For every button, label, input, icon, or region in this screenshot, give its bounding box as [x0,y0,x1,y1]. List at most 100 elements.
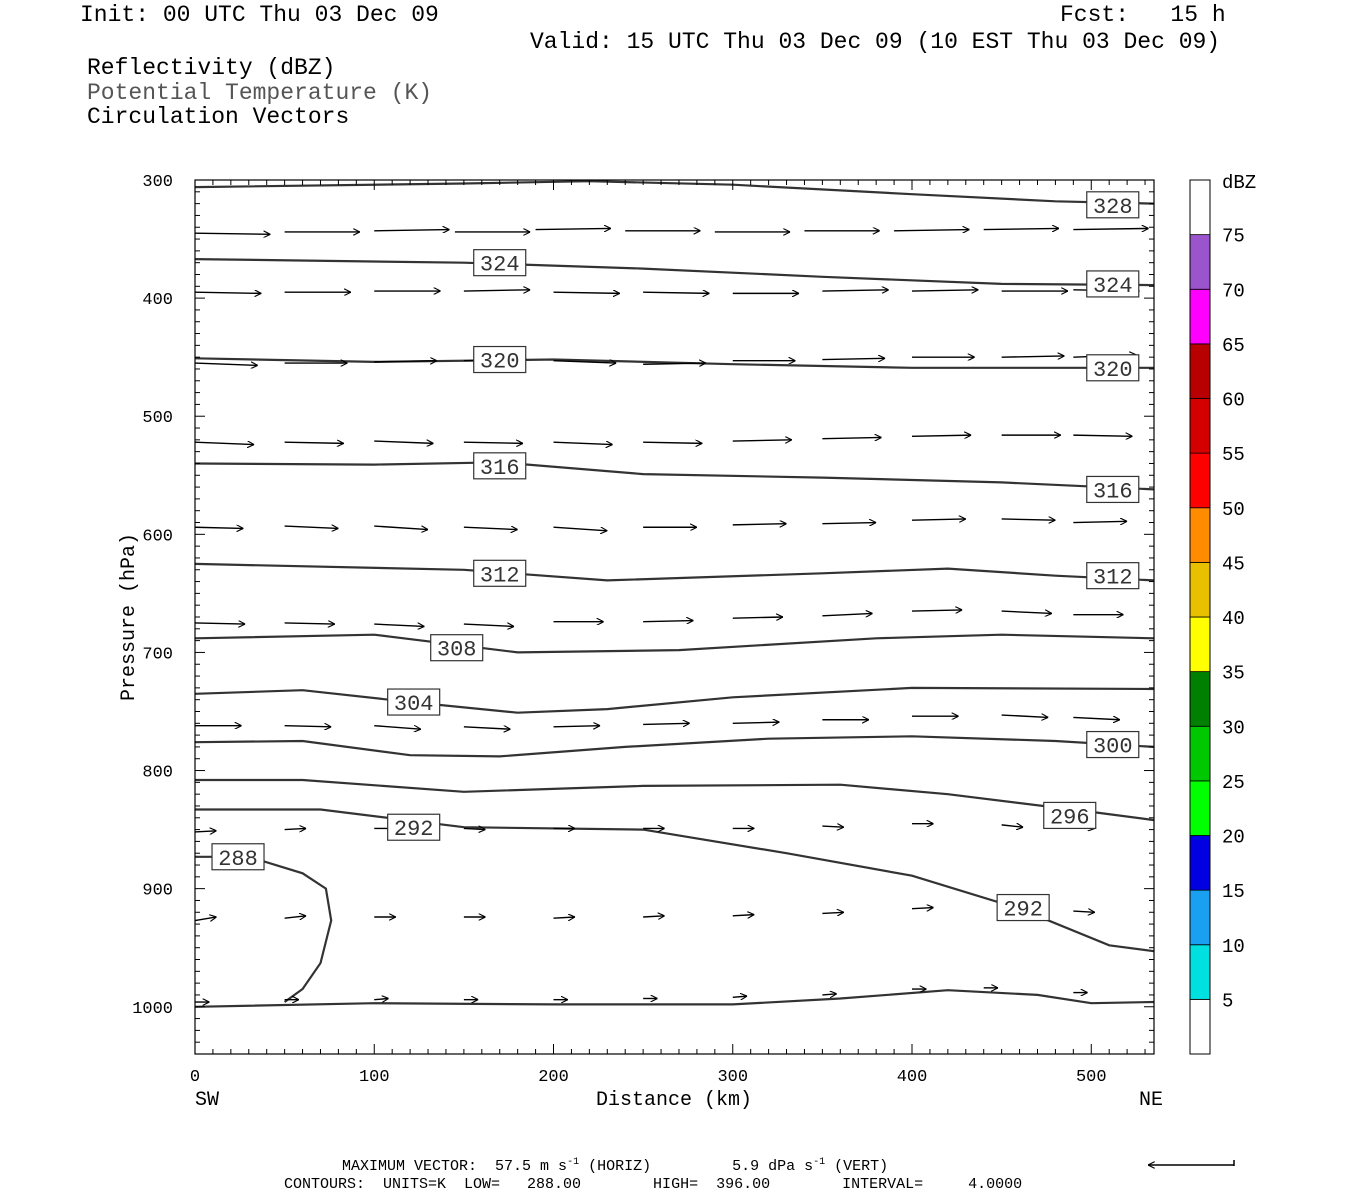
max-vector-label: MAXIMUM VECTOR: [342,1158,478,1175]
isentrope-300 [194,735,1155,758]
circulation-vector [535,228,611,229]
circulation-vector [822,613,872,615]
colorbar-label: 20 [1222,827,1245,849]
max-horiz-value: 57.5 m s [495,1158,568,1175]
valid-time: Valid: 15 UTC Thu 03 Dec 09 (10 EST Thu … [530,29,1221,55]
isentrope-label-box [1086,475,1140,504]
circulation-vector [911,610,962,611]
isentrope-label-box [1086,730,1140,759]
circulation-vector [194,442,254,444]
colorbar-swatch [1189,452,1211,509]
circulation-vector [822,290,888,291]
y-tick-label: 800 [142,764,173,783]
circulation-vector [463,442,523,443]
isentrope-label-box [473,249,527,277]
x-tick-label: 0 [190,1068,200,1087]
colorbar-swatch [1189,780,1211,836]
circulation-vector [374,230,449,231]
x-tick-label: 400 [897,1068,928,1087]
circulation-vector [732,524,787,525]
circulation-vector [911,290,978,291]
circulation-vector [643,916,665,917]
isentrope-layer [194,180,1155,1008]
colorbar-swatch [1189,398,1211,454]
vector-layer [194,228,1149,1002]
isentrope-label: 312 [1093,566,1133,591]
circulation-vector [643,723,690,724]
circulation-vector [194,363,258,365]
max-vert-value: 5.9 dPa s [732,1158,814,1175]
colorbar-label: 65 [1222,335,1245,357]
isentrope-label-box [1086,354,1140,382]
y-tick-label: 1000 [132,1000,173,1019]
colorbar-label: 60 [1222,390,1245,412]
circulation-vector [194,917,217,921]
isentrope-label: 320 [1093,358,1133,383]
circulation-vector [894,230,969,231]
contour-info: CONTOURS: UNITS=K LOW= 288.00 HIGH= 396.… [284,1176,1023,1193]
colorbar-swatch [1189,507,1211,563]
colorbar-label: 50 [1222,499,1245,521]
isentrope-label-layer: 328 324 324 320 320 316 316 312 312 308 304 300 296 2… [211,191,1140,923]
circulation-vector [1073,717,1120,719]
colorbar-swatch [1189,998,1211,1055]
circulation-vector [822,826,844,827]
isentrope-label-box [1086,270,1140,298]
circulation-vector [911,519,966,520]
circulation-vector [643,292,709,293]
circulation-vector [553,917,576,918]
circulation-vector [1001,356,1065,357]
init-time: Init: 00 UTC Thu 03 Dec 09 [80,2,439,28]
circulation-vector [194,292,261,293]
circulation-vector [911,435,971,436]
isentrope-label-box [430,634,484,662]
circulation-vector [1001,715,1049,717]
circulation-vector [983,228,1059,229]
field-reflectivity-label: Reflectivity (dBZ) [87,55,336,81]
circulation-vector [911,908,934,909]
y-axis-title: Pressure (hPa) [118,533,141,701]
colorbar-swatch [1189,835,1211,891]
circulation-vector [643,621,693,622]
circulation-vector [374,998,388,999]
colorbar-label: 35 [1222,663,1245,685]
colorbar-label: 5 [1222,990,1233,1012]
circulation-vector [1001,611,1052,613]
circulation-vector [553,292,620,293]
circulation-vector [194,233,270,234]
isentrope-label: 308 [437,638,477,663]
y-tick-label: 400 [142,291,173,310]
reference-vector [1148,1160,1235,1166]
colorbar-label: 70 [1222,280,1245,302]
circulation-vector [553,442,613,444]
isentrope-label: 320 [480,350,520,375]
max-vector-note: MAXIMUM VECTOR: 57.5 m s-1 (HORIZ) 5.9 d… [342,1157,888,1175]
circulation-vector [643,442,702,443]
max-vert-exponent: -1 [813,1157,826,1168]
circulation-vector [194,623,245,624]
isentrope-sfc [194,989,1155,1008]
x-axis-title: Distance (km) [596,1089,752,1112]
colorbar-label: 45 [1222,553,1245,575]
y-tick-label: 900 [142,882,173,901]
circulation-vector [194,527,243,528]
isentrope-label-box [473,452,527,480]
max-vert-suffix: (VERT) [825,1158,889,1175]
circulation-vector [1073,521,1127,522]
y-tick-label: 700 [142,645,173,664]
circulation-vector [284,726,332,727]
isentrope-304 [194,686,1155,714]
circulation-vector [194,831,217,832]
isentrope-label-box [996,893,1050,922]
circulation-vector [374,525,428,530]
isentrope-label: 304 [394,692,434,717]
isentrope-label: 288 [218,847,258,872]
isentrope-296 [195,778,1155,822]
colorbar-label: 55 [1222,444,1245,466]
isentrope-label: 324 [480,253,520,278]
colorbar-swatch [1189,234,1211,290]
colorbar-swatch [1189,343,1211,399]
colorbar-swatch [1189,944,1211,1000]
circulation-vector [463,527,518,529]
